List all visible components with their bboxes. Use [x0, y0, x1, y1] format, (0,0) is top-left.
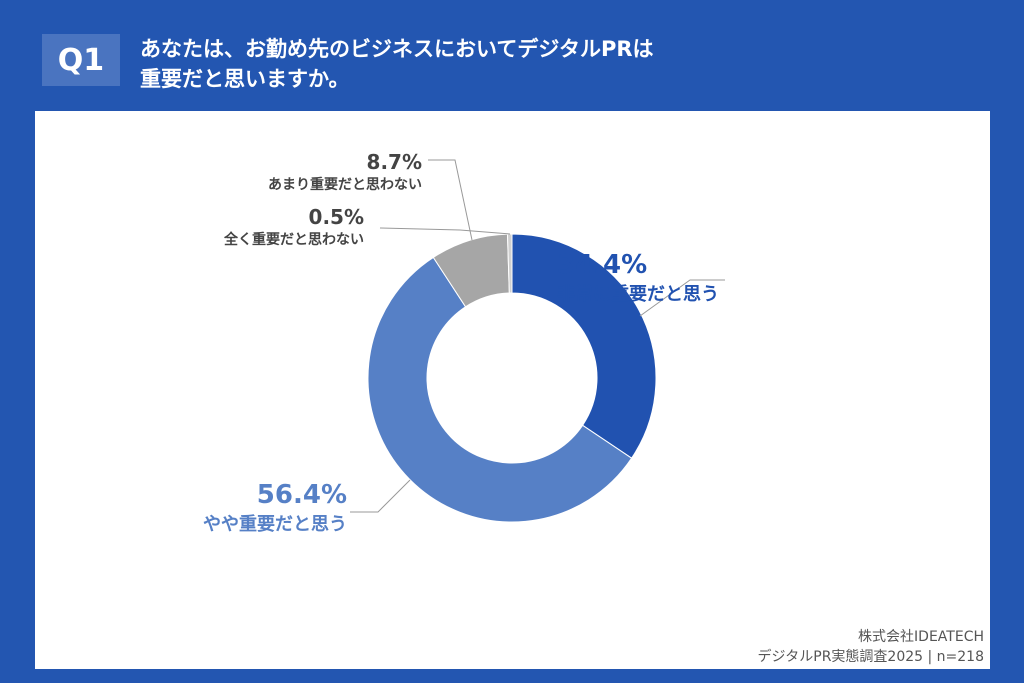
value-label: 56.4%	[256, 480, 347, 510]
question-title: あなたは、お勤め先のビジネスにおいてデジタルPRは 重要だと思いますか。	[140, 34, 900, 94]
leader-line	[428, 159, 473, 241]
category-label: やや重要だと思う	[203, 514, 347, 535]
category-label: 非常に重要だと思う	[557, 284, 719, 305]
label-not-important: 0.5% 全く重要だと思わない	[224, 205, 364, 249]
label-very-important: 34.4% 非常に重要だと思う	[557, 250, 719, 306]
value-label: 0.5%	[308, 205, 364, 229]
leader-line	[350, 479, 411, 513]
label-somewhat-important: 56.4% やや重要だと思う	[203, 480, 347, 536]
footer: 株式会社IDEATECH デジタルPR実態調査2025 | n=218	[758, 627, 984, 667]
leader-line	[379, 227, 511, 235]
value-label: 8.7%	[366, 150, 422, 174]
value-label: 34.4%	[557, 250, 648, 280]
leader-line	[639, 279, 725, 317]
company-name: 株式会社IDEATECH	[858, 629, 984, 645]
donut-slice	[511, 233, 657, 459]
label-not-very-important: 8.7% あまり重要だと思わない	[268, 150, 422, 194]
category-label: 全く重要だと思わない	[224, 232, 364, 248]
donut-slice	[367, 256, 633, 523]
question-badge: Q1	[42, 34, 120, 86]
title-line-2: 重要だと思いますか。	[140, 67, 350, 91]
survey-info: デジタルPR実態調査2025 | n=218	[757, 649, 984, 665]
chart-card	[35, 111, 990, 669]
category-label: あまり重要だと思わない	[268, 177, 422, 193]
title-line-1: あなたは、お勤め先のビジネスにおいてデジタルPRは	[140, 37, 654, 61]
